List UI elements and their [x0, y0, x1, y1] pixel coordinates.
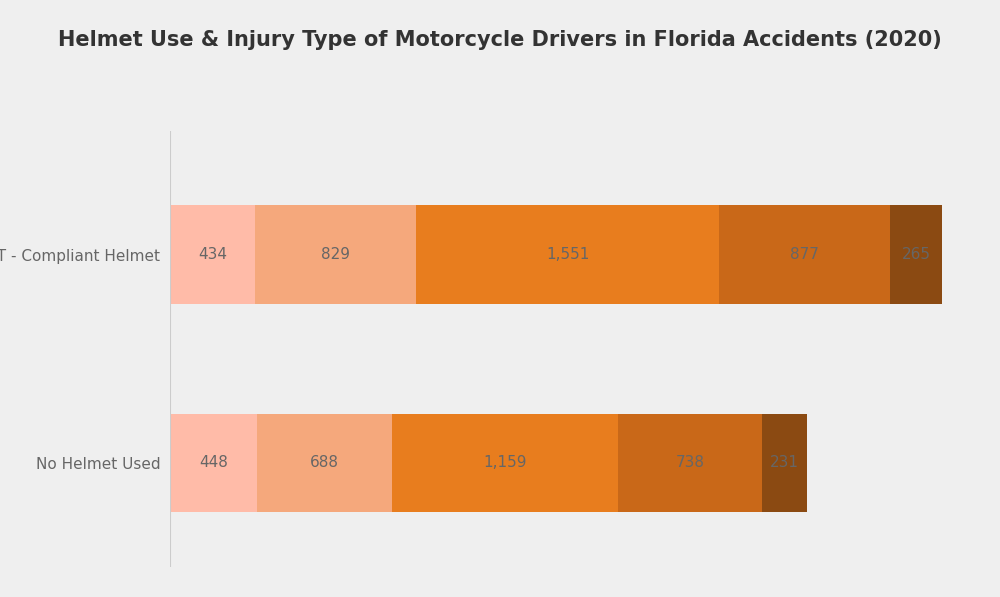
Text: 829: 829 [321, 247, 350, 262]
Bar [257, 414, 392, 512]
Bar [890, 205, 942, 304]
Text: 448: 448 [199, 456, 228, 470]
Bar [170, 205, 255, 304]
Bar [618, 414, 762, 512]
Bar [170, 414, 257, 512]
Text: 434: 434 [198, 247, 227, 262]
Text: Helmet Use & Injury Type of Motorcycle Drivers in Florida Accidents (2020): Helmet Use & Injury Type of Motorcycle D… [58, 30, 942, 50]
Text: 265: 265 [902, 247, 931, 262]
Text: 1,159: 1,159 [483, 456, 526, 470]
Text: 688: 688 [310, 456, 339, 470]
Bar [719, 205, 890, 304]
Text: 738: 738 [675, 456, 704, 470]
Bar [392, 414, 618, 512]
Text: 1,551: 1,551 [546, 247, 589, 262]
Bar [416, 205, 719, 304]
Bar [762, 414, 807, 512]
Bar [255, 205, 416, 304]
Text: 231: 231 [770, 456, 799, 470]
Text: 877: 877 [790, 247, 819, 262]
